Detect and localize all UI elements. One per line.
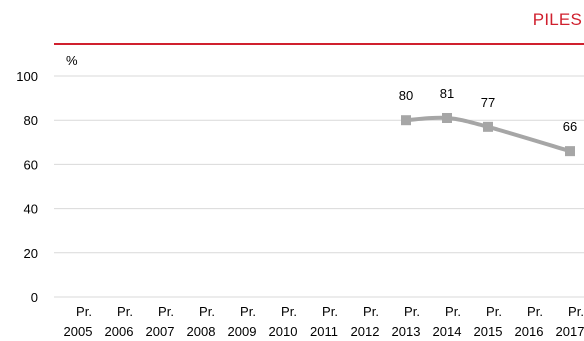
data-point-marker (483, 121, 493, 132)
y-tick-label: 0 (31, 290, 38, 305)
data-label: 66 (563, 119, 577, 134)
grid-lines (54, 75, 584, 298)
x-tick-label-year: 2017 (556, 324, 584, 339)
data-labels: 80 81 77 66 (399, 86, 577, 134)
unit-label: % (66, 53, 78, 68)
x-tick-label-prefix: Pr. (486, 304, 502, 319)
x-tick-label-prefix: Pr. (281, 304, 297, 319)
x-tick-label-year: 2015 (474, 324, 503, 339)
x-tick-label-year: 2016 (515, 324, 544, 339)
x-tick-label-prefix: Pr. (363, 304, 379, 319)
x-tick-label-prefix: Pr. (76, 304, 92, 319)
y-axis-ticks: 0 20 40 60 80 100 (16, 69, 38, 305)
x-tick-label-prefix: Pr. (158, 304, 174, 319)
data-label: 81 (440, 86, 454, 101)
data-label: 77 (481, 95, 495, 110)
x-axis-ticks: Pr. 2005 Pr. 2006 Pr. 2007 Pr. 2008 Pr. 2009 Pr. 20… (64, 304, 584, 339)
y-tick-label: 20 (24, 246, 38, 261)
y-tick-label: 80 (24, 113, 38, 128)
x-tick-label-prefix: Pr. (322, 304, 338, 319)
data-point-marker (565, 146, 575, 157)
x-tick-label-prefix: Pr. (404, 304, 420, 319)
x-tick-label-year: 2005 (64, 324, 93, 339)
series-line (404, 115, 572, 154)
y-tick-label: 40 (24, 202, 38, 217)
x-tick-label-year: 2013 (392, 324, 421, 339)
x-tick-label-year: 2010 (269, 324, 298, 339)
x-tick-label-prefix: Pr. (240, 304, 256, 319)
x-tick-label-year: 2008 (187, 324, 216, 339)
x-tick-label-year: 2012 (351, 324, 380, 339)
x-tick-label-year: 2014 (433, 324, 462, 339)
x-tick-label-prefix: Pr. (445, 304, 461, 319)
data-point-marker (401, 115, 411, 126)
series-markers (401, 112, 575, 157)
x-tick-label-year: 2009 (228, 324, 257, 339)
x-tick-label-prefix: Pr. (199, 304, 215, 319)
x-tick-label-year: 2011 (310, 324, 338, 339)
x-tick-label-prefix: Pr. (117, 304, 133, 319)
x-tick-label-prefix: Pr. (527, 304, 543, 319)
chart-title: PILES (532, 10, 582, 29)
y-tick-label: 60 (24, 157, 38, 172)
x-tick-label-year: 2006 (105, 324, 134, 339)
x-tick-label-prefix: Pr. (568, 304, 584, 319)
data-label: 80 (399, 88, 413, 103)
x-tick-label-year: 2007 (146, 324, 175, 339)
data-point-marker (442, 112, 452, 123)
y-tick-label: 100 (16, 69, 38, 84)
